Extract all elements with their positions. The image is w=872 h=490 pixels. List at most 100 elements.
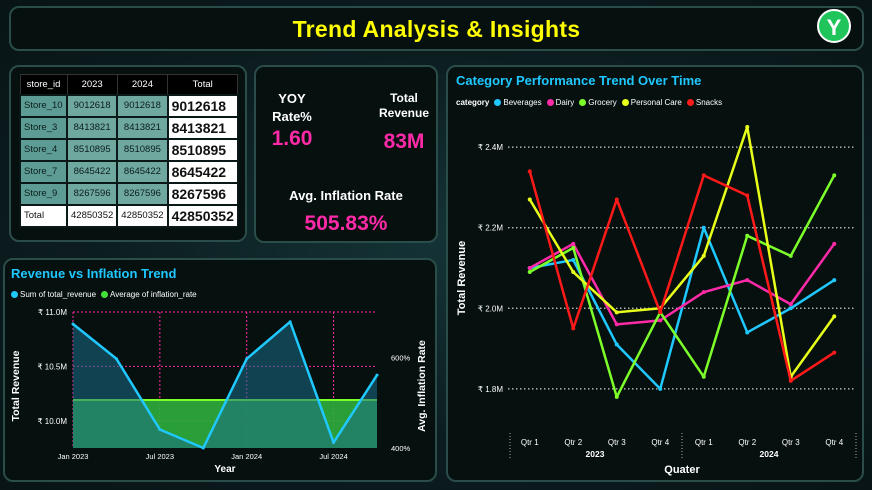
series-line-dairy bbox=[529, 242, 836, 326]
table-row[interactable]: Store_4 8510895 8510895 8510895 bbox=[19, 137, 239, 162]
legend-dot-icon bbox=[621, 99, 629, 106]
data-point bbox=[658, 318, 663, 323]
data-point bbox=[832, 241, 837, 246]
data-point bbox=[658, 386, 663, 391]
cell-2024: 42850352 bbox=[116, 203, 169, 228]
data-point bbox=[745, 193, 750, 198]
legend-item-dairy[interactable]: Dairy bbox=[546, 98, 575, 107]
cell-2023: 9012618 bbox=[65, 93, 119, 118]
data-point bbox=[571, 270, 576, 275]
logo-icon[interactable]: Y bbox=[817, 9, 851, 43]
x-tick-label: Qtr 2 bbox=[738, 438, 756, 447]
yoy-label: YOY bbox=[278, 91, 306, 106]
inflation-value: 505.83% bbox=[304, 212, 388, 235]
column-header-2024[interactable]: 2024 bbox=[116, 74, 169, 95]
legend-dot-icon bbox=[579, 99, 587, 106]
data-point bbox=[832, 173, 837, 178]
legend-label: Average of inflation_rate bbox=[110, 290, 197, 299]
store-table-panel: store_id 2023 2024 Total Store_10 901261… bbox=[9, 65, 247, 242]
series-line-grocery bbox=[529, 174, 836, 399]
revenue-line bbox=[72, 320, 379, 450]
revenue-inflation-chart[interactable]: ₹ 11.0M ₹ 10.5M ₹ 10.0M Jan 2023 Jul 2023 Jan… bbox=[5, 260, 435, 480]
legend-item-personal-care[interactable]: Personal Care bbox=[621, 98, 682, 107]
cell-2024: 8267596 bbox=[116, 181, 169, 206]
year-label: 2024 bbox=[760, 449, 779, 459]
y-axis-label: Total Revenue bbox=[456, 241, 468, 315]
legend-item-inflation[interactable]: Average of inflation_rate bbox=[101, 290, 197, 299]
revenue-point bbox=[288, 320, 292, 324]
y-tick-label: ₹ 2.0M bbox=[478, 304, 503, 313]
category-chart-legend: category Beverages Dairy Grocery Personal C… bbox=[456, 98, 722, 107]
table-row[interactable]: Store_3 8413821 8413821 8413821 bbox=[19, 115, 239, 140]
table-row[interactable]: Store_7 8645422 8645422 8645422 bbox=[19, 159, 239, 184]
data-point bbox=[527, 270, 532, 275]
data-point bbox=[701, 173, 706, 178]
legend-dot-icon bbox=[101, 291, 109, 298]
data-point bbox=[788, 253, 793, 258]
y-tick-label: ₹ 10.0M bbox=[37, 417, 67, 426]
legend-title: category bbox=[456, 98, 490, 107]
y2-axis-label: Avg. Inflation Rate bbox=[416, 340, 428, 432]
data-point bbox=[832, 350, 837, 355]
legend-label: Personal Care bbox=[630, 98, 682, 107]
y-axis-label: Total Revenue bbox=[10, 350, 22, 421]
legend-label: Dairy bbox=[555, 98, 575, 107]
data-point bbox=[614, 322, 619, 327]
legend-item-snacks[interactable]: Snacks bbox=[686, 98, 723, 107]
data-point bbox=[614, 342, 619, 347]
y-tick-label: ₹ 1.8M bbox=[478, 385, 503, 394]
cell-2023: 8267596 bbox=[65, 181, 119, 206]
legend-item-grocery[interactable]: Grocery bbox=[579, 98, 617, 107]
data-point bbox=[571, 257, 576, 262]
revenue-point bbox=[332, 441, 336, 445]
series-line-snacks bbox=[528, 170, 835, 383]
data-point bbox=[701, 253, 706, 258]
x-tick-label: Jan 2023 bbox=[58, 452, 89, 461]
legend-label: Snacks bbox=[695, 98, 723, 107]
data-point bbox=[745, 330, 750, 335]
cell-2023: 8413821 bbox=[65, 115, 119, 140]
cell-2024: 8645422 bbox=[116, 159, 169, 184]
legend-dot-icon bbox=[686, 99, 694, 106]
x-tick-label: Jul 2023 bbox=[146, 452, 174, 461]
data-point bbox=[701, 374, 706, 379]
legend-item-revenue[interactable]: Sum of total_revenue bbox=[11, 290, 96, 299]
revenue-chart-legend: Sum of total_revenue Average of inflatio… bbox=[11, 290, 197, 299]
cell-total: 8645422 bbox=[166, 159, 239, 184]
data-point bbox=[614, 197, 619, 202]
yoy-label-rate: Rate% bbox=[272, 109, 312, 124]
category-trend-chart[interactable]: ₹ 2.4M ₹ 2.2M ₹ 2.0M ₹ 1.8M Qtr 1 Qtr 2 Qtr 3 Q… bbox=[448, 67, 862, 480]
y2-tick-label: 400% bbox=[391, 444, 411, 453]
data-point bbox=[527, 266, 532, 270]
table-total-row[interactable]: Total 42850352 42850352 42850352 bbox=[19, 203, 239, 228]
total-revenue-label-2: Revenue bbox=[378, 106, 430, 120]
revenue-inflation-panel: Revenue vs Inflation Trend Sum of total_… bbox=[3, 258, 437, 482]
series-line-personal-care bbox=[528, 125, 836, 379]
cell-store-id: Store_4 bbox=[19, 137, 68, 162]
x-tick-label: Jan 2024 bbox=[231, 452, 262, 461]
data-point bbox=[527, 197, 532, 202]
x-tick-label: Qtr 3 bbox=[782, 438, 800, 447]
cell-total: 8510895 bbox=[166, 137, 239, 162]
x-tick-label: Qtr 3 bbox=[608, 438, 626, 447]
data-point bbox=[614, 394, 619, 399]
yoy-value: 1.60 bbox=[271, 127, 313, 150]
legend-item-beverages[interactable]: Beverages bbox=[494, 98, 542, 107]
cell-store-id: Store_10 bbox=[19, 93, 68, 118]
y-tick-label: ₹ 11.0M bbox=[38, 308, 67, 317]
column-header-store-id[interactable]: store_id bbox=[19, 74, 68, 95]
table-row[interactable]: Store_9 8267596 8267596 8267596 bbox=[19, 181, 239, 206]
total-revenue-value: 83M bbox=[383, 130, 425, 153]
total-revenue-label: Total bbox=[390, 91, 418, 105]
legend-dot-icon bbox=[11, 291, 18, 298]
table-row[interactable]: Store_10 9012618 9012618 9012618 bbox=[19, 93, 239, 118]
data-point bbox=[745, 233, 750, 238]
x-tick-label: Qtr 1 bbox=[521, 438, 539, 447]
column-header-2023[interactable]: 2023 bbox=[66, 74, 118, 95]
cell-store-id: Store_7 bbox=[19, 159, 68, 184]
year-label: 2023 bbox=[586, 449, 605, 459]
data-point bbox=[701, 225, 706, 230]
column-header-total[interactable]: Total bbox=[167, 74, 239, 95]
cell-2023: 42850352 bbox=[65, 203, 119, 228]
header-bar: Trend Analysis & Insights bbox=[9, 6, 864, 51]
